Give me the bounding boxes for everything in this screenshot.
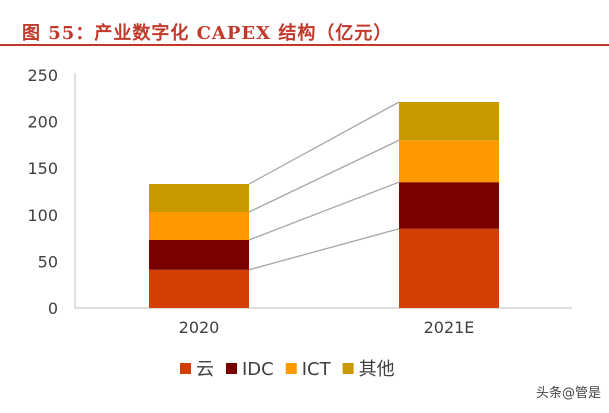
bar-2020-series-1	[149, 239, 249, 270]
legend-swatch-3	[342, 363, 354, 374]
bar-2020-series-3	[149, 184, 249, 213]
bar-2021E-series-1	[399, 182, 499, 229]
legend-label-0: 云	[196, 359, 214, 380]
y-tick-label-2: 100	[27, 206, 58, 225]
connector-line-0	[248, 228, 400, 271]
connector-line-1	[248, 181, 400, 241]
bar-2020-series-2	[149, 212, 249, 240]
legend-label-3: 其他	[359, 359, 395, 380]
legend-label-2: ICT	[302, 359, 332, 380]
x-tick-label-0: 2020	[179, 318, 220, 337]
watermark: 头条@管是	[535, 386, 601, 401]
y-tick-label-0: 0	[48, 299, 58, 318]
bar-2020-series-0	[149, 269, 249, 308]
connector-line-3	[248, 101, 400, 185]
y-tick-label-1: 50	[38, 252, 58, 271]
chart-title: 图 55：产业数字化 CAPEX 结构（亿元）	[22, 23, 393, 44]
y-tick-label-5: 250	[27, 66, 58, 85]
bar-2021E-series-3	[399, 102, 499, 141]
bar-2021E-series-0	[399, 228, 499, 308]
x-tick-label-1: 2021E	[424, 318, 475, 337]
legend-swatch-2	[285, 363, 297, 374]
y-tick-label-3: 150	[27, 159, 58, 178]
bar-2021E-series-2	[399, 140, 499, 183]
title-bar: 图 55：产业数字化 CAPEX 结构（亿元）	[0, 0, 609, 46]
legend-label-1: IDC	[242, 359, 274, 380]
y-tick-label-4: 200	[27, 113, 58, 132]
legend-swatch-1	[226, 363, 237, 374]
connector-line-2	[248, 139, 400, 213]
legend-swatch-0	[180, 363, 191, 374]
